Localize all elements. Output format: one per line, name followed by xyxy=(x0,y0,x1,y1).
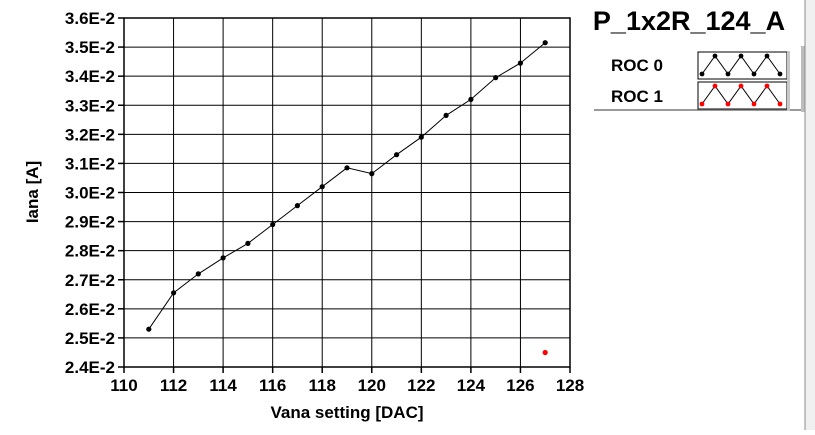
y-tick-label: 2.5E-2 xyxy=(65,329,115,348)
legend-swatch-roc0-markers xyxy=(699,53,783,77)
legend-shadow-right xyxy=(801,46,805,112)
series-roc-0 xyxy=(146,40,548,332)
series xyxy=(146,40,548,356)
x-tick-label: 126 xyxy=(506,376,534,395)
data-point xyxy=(369,171,375,177)
legend-marker xyxy=(712,83,718,89)
y-tick-label: 3.1E-2 xyxy=(65,154,115,173)
data-point xyxy=(493,75,499,81)
legend: ROC 0 ROC 1 xyxy=(594,44,805,112)
y-tick-label: 3.2E-2 xyxy=(65,125,115,144)
data-point xyxy=(294,203,300,209)
legend-marker xyxy=(751,71,757,77)
legend-label-roc1: ROC 1 xyxy=(611,87,663,106)
legend-swatch-roc0 xyxy=(697,51,790,81)
legend-marker xyxy=(712,53,718,59)
data-point xyxy=(319,184,325,190)
y-axis-title: Iana [A] xyxy=(23,161,42,223)
legend-marker xyxy=(725,71,731,77)
x-tick-label: 122 xyxy=(407,376,435,395)
data-point xyxy=(443,112,449,118)
series-roc-1 xyxy=(542,349,548,356)
data-point xyxy=(468,96,474,102)
y-tick-label: 2.4E-2 xyxy=(65,358,115,377)
data-point xyxy=(542,40,548,46)
data-point xyxy=(220,255,226,261)
window-right-border xyxy=(805,0,815,430)
legend-swatch-roc1-markers xyxy=(699,83,783,107)
data-point xyxy=(270,221,276,228)
x-tick-label: 110 xyxy=(110,376,137,395)
data-point xyxy=(245,240,251,246)
x-tick-label: 114 xyxy=(209,376,237,395)
x-tick-label: 118 xyxy=(309,376,336,395)
y-tick-label: 2.6E-2 xyxy=(65,300,115,319)
data-point xyxy=(418,134,424,140)
data-point xyxy=(146,326,152,332)
legend-marker xyxy=(777,71,783,77)
legend-marker xyxy=(764,83,770,89)
data-point xyxy=(542,349,548,356)
x-tick-labels: 110 112 114 116 118 120 122 124 126 128 xyxy=(110,376,584,395)
legend-marker xyxy=(751,101,757,107)
y-tick-label: 2.9E-2 xyxy=(65,213,115,232)
data-point xyxy=(344,165,350,171)
y-tick-labels: 2.4E-2 2.5E-2 2.6E-2 2.7E-2 2.8E-2 2.9E-2 3.0E… xyxy=(65,9,115,377)
y-tick-label: 3.6E-2 xyxy=(65,9,115,28)
legend-marker xyxy=(725,101,731,107)
data-point xyxy=(195,271,201,277)
data-point xyxy=(394,152,400,158)
legend-marker xyxy=(738,83,744,89)
data-point xyxy=(171,290,177,296)
x-tick-label: 124 xyxy=(457,376,486,395)
legend-marker xyxy=(764,53,770,59)
legend-swatch-roc1 xyxy=(697,81,790,111)
y-tick-label: 3.5E-2 xyxy=(65,38,115,57)
y-tick-label: 3.0E-2 xyxy=(65,184,115,203)
chart-title: P_1x2R_124_A xyxy=(593,6,785,36)
y-tick-label: 2.7E-2 xyxy=(65,271,115,290)
grid xyxy=(118,17,571,373)
x-tick-label: 116 xyxy=(259,376,286,395)
legend-swatch-roc1-edge xyxy=(787,81,790,111)
plot-frame xyxy=(123,17,571,368)
y-tick-label: 3.3E-2 xyxy=(65,96,115,115)
legend-label-roc0: ROC 0 xyxy=(611,56,663,75)
x-tick-label: 112 xyxy=(160,376,187,395)
legend-swatch-roc0-edge xyxy=(787,51,790,81)
y-tick-label: 2.8E-2 xyxy=(65,242,115,261)
x-tick-label: 120 xyxy=(358,376,386,395)
legend-marker xyxy=(699,101,705,107)
legend-marker xyxy=(738,53,744,59)
legend-marker xyxy=(777,101,783,107)
legend-marker xyxy=(699,71,705,77)
y-tick-label: 3.4E-2 xyxy=(65,67,115,86)
data-point xyxy=(517,60,524,66)
x-tick-label: 128 xyxy=(556,376,584,395)
x-axis-title: Vana setting [DAC] xyxy=(270,403,423,422)
